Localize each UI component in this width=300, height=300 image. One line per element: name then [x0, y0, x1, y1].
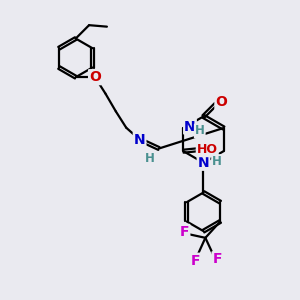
- Text: H: H: [145, 152, 154, 165]
- Text: O: O: [215, 95, 227, 110]
- Text: H: H: [195, 124, 205, 137]
- Text: F: F: [180, 225, 189, 239]
- Text: H: H: [212, 155, 222, 168]
- Text: F: F: [191, 254, 200, 268]
- Text: N: N: [198, 156, 209, 170]
- Text: N: N: [184, 119, 196, 134]
- Text: O: O: [89, 70, 101, 84]
- Text: HO: HO: [197, 143, 218, 156]
- Text: N: N: [134, 133, 146, 147]
- Text: F: F: [212, 252, 222, 266]
- Text: O: O: [198, 142, 210, 156]
